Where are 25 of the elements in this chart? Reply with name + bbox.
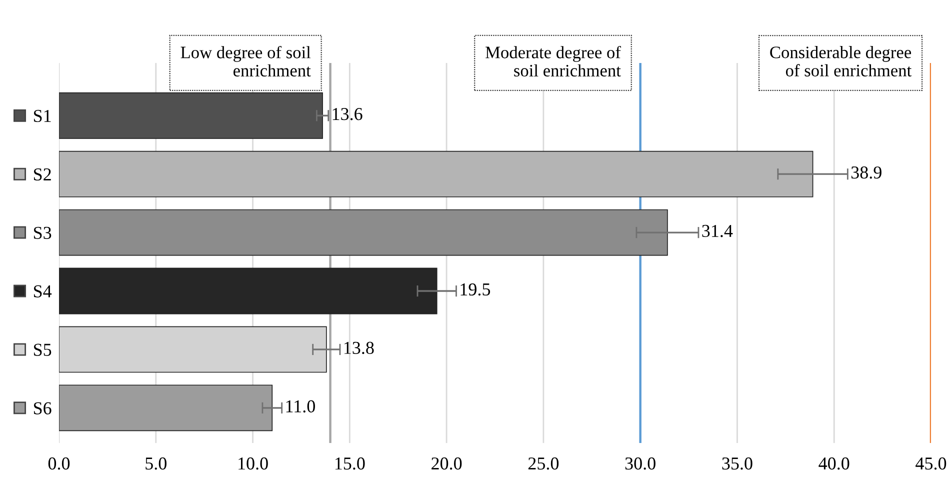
y-tick-label: S2 [34,168,51,181]
y-tick-label: S3 [34,226,52,239]
ref-line-label: Low degree of soil enrichment [180,46,311,77]
x-tick-label: 45.0 [916,457,946,470]
x-tick-label: 5.0 [146,457,166,470]
data-label: 13.6 [332,108,362,120]
x-tick-label: 30.0 [625,457,656,470]
data-label: 11.0 [286,400,315,413]
data-label: 13.8 [344,342,374,354]
x-tick-label: 15.0 [335,457,365,470]
y-tick-label: S5 [34,344,52,356]
ref-line-label: Considerable degree of soil enrichment [770,46,912,76]
ref-line-label: Moderate degree of soil enrichment [486,46,621,77]
x-tick-label: 10.0 [238,457,268,470]
x-tick-label: 35.0 [722,457,752,470]
x-tick-label: 25.0 [528,457,559,470]
x-tick-label: 0.0 [48,457,70,470]
data-label: 19.5 [460,283,490,296]
x-tick-label: 20.0 [432,457,462,470]
y-tick-label: S6 [34,402,52,414]
data-label: 38.9 [851,166,882,179]
y-tick-label: S4 [34,285,52,298]
data-label: 31.4 [702,224,733,238]
x-tick-label: 40.0 [818,457,850,470]
y-tick-label: S1 [34,110,51,122]
